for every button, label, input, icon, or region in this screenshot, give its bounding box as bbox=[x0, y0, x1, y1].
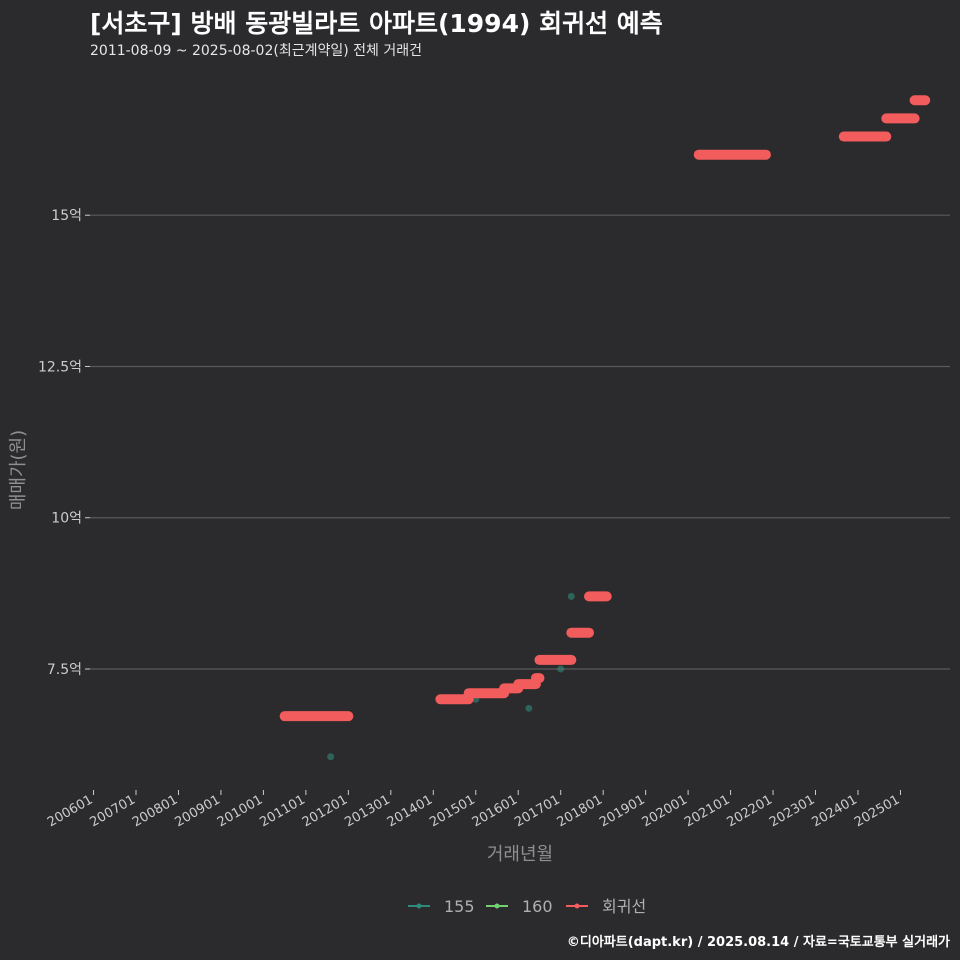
source-caption: ©디아파트(dapt.kr) / 2025.08.14 / 자료=국토교통부 실… bbox=[566, 935, 950, 950]
legend-label-155: 155 bbox=[444, 897, 475, 916]
x-tick-label: 202101 bbox=[682, 792, 732, 830]
x-tick-label: 202401 bbox=[809, 792, 859, 830]
x-tick-label: 201701 bbox=[512, 792, 562, 830]
x-tick-label: 201201 bbox=[300, 792, 350, 830]
legend-label-160: 160 bbox=[522, 897, 553, 916]
data-point-155 bbox=[557, 665, 565, 673]
x-tick-label: 200701 bbox=[88, 792, 138, 830]
data-point-155 bbox=[525, 704, 533, 712]
legend-label-회귀선: 회귀선 bbox=[602, 897, 646, 916]
x-tick-label: 201401 bbox=[385, 792, 435, 830]
x-axis-title: 거래년월 bbox=[487, 844, 553, 865]
x-tick-label: 200901 bbox=[172, 792, 222, 830]
x-tick-label: 202001 bbox=[640, 792, 690, 830]
chart-title: [서초구] 방배 동광빌라트 아파트(1994) 회귀선 예측 bbox=[90, 9, 663, 38]
legend-marker-155 bbox=[416, 903, 422, 909]
x-tick-label: 202201 bbox=[725, 792, 775, 830]
chart-subtitle: 2011-08-09 ~ 2025-08-02(최근계약일) 전체 거래건 bbox=[90, 43, 422, 59]
x-tick-label: 202501 bbox=[852, 792, 902, 830]
x-tick-label: 201901 bbox=[597, 792, 647, 830]
data-point-155 bbox=[567, 592, 575, 600]
x-tick-label: 201001 bbox=[215, 792, 265, 830]
x-tick-label: 200601 bbox=[45, 792, 95, 830]
x-tick-label: 201801 bbox=[555, 792, 605, 830]
y-tick-label: 12.5억 bbox=[38, 359, 82, 375]
x-tick-label: 201501 bbox=[427, 792, 477, 830]
y-tick-label: 7.5억 bbox=[47, 662, 82, 678]
x-tick-label: 201601 bbox=[470, 792, 520, 830]
x-tick-label: 201301 bbox=[342, 792, 392, 830]
y-tick-label: 15억 bbox=[51, 208, 82, 224]
y-tick-label: 10억 bbox=[51, 511, 82, 527]
legend-marker-회귀선 bbox=[574, 903, 580, 909]
y-axis-title: 매매가(원) bbox=[8, 430, 29, 510]
legend-marker-160 bbox=[494, 903, 500, 909]
x-tick-label: 202301 bbox=[767, 792, 817, 830]
data-point-155 bbox=[327, 753, 335, 761]
x-tick-label: 201101 bbox=[257, 792, 307, 830]
x-tick-label: 200801 bbox=[130, 792, 180, 830]
